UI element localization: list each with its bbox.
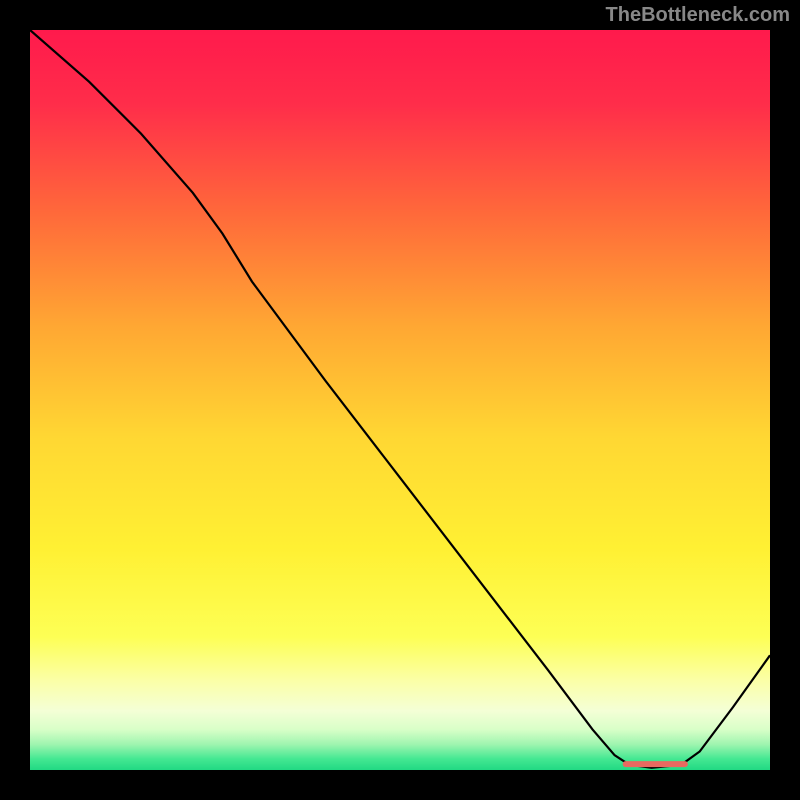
gradient-background: [30, 30, 770, 770]
chart-container: TheBottleneck.com: [0, 0, 800, 800]
plot-area: [30, 30, 770, 770]
watermark-text: TheBottleneck.com: [606, 4, 790, 27]
chart-svg: [30, 30, 770, 770]
